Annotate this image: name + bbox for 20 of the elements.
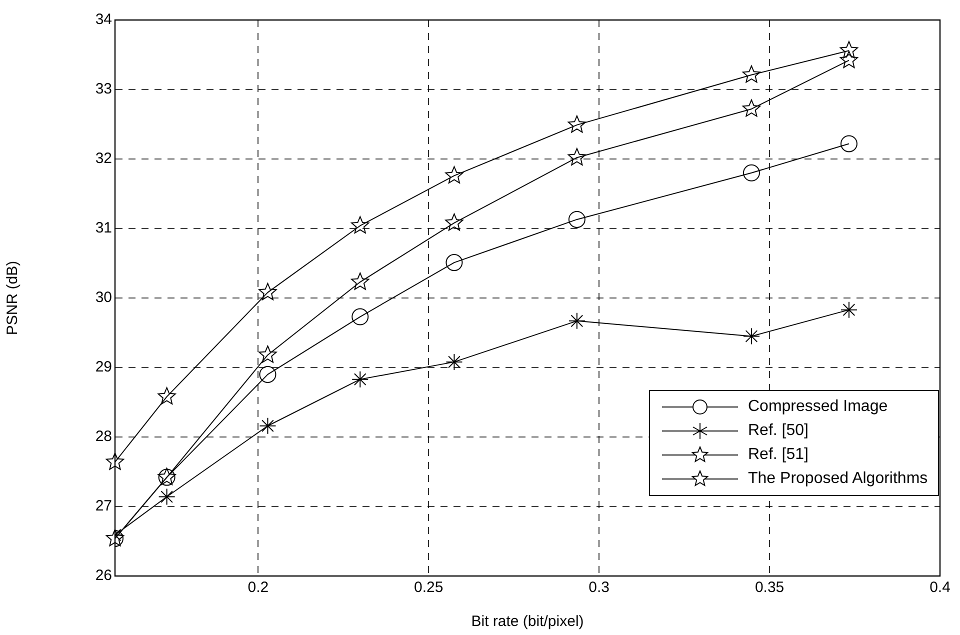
legend-label: The Proposed Algorithms — [748, 470, 928, 488]
y-tick-label: 34 — [95, 11, 112, 28]
y-axis-title: PSNR (dB) — [4, 260, 22, 336]
x-tick-label: 0.3 — [588, 579, 610, 596]
x-tick-label: 0.35 — [754, 579, 784, 596]
y-tick-label: 27 — [95, 498, 112, 515]
x-tick-label: 0.4 — [930, 579, 950, 596]
y-tick-label: 28 — [95, 428, 112, 446]
y-tick-label: 33 — [95, 80, 112, 98]
x-axis-title: Bit rate (bit/pixel) — [471, 613, 584, 630]
legend-label: Ref. [51] — [748, 446, 808, 464]
y-tick-label: 26 — [95, 567, 112, 584]
y-tick-label: 32 — [95, 150, 112, 168]
legend-label: Ref. [50] — [748, 422, 808, 440]
x-tick-label: 0.2 — [248, 579, 269, 596]
y-tick-label: 31 — [95, 220, 112, 237]
x-tick-label: 0.25 — [414, 579, 444, 596]
legend-label: Compressed Image — [748, 398, 888, 416]
y-tick-label: 30 — [95, 289, 112, 306]
y-tick-label: 29 — [95, 358, 112, 376]
